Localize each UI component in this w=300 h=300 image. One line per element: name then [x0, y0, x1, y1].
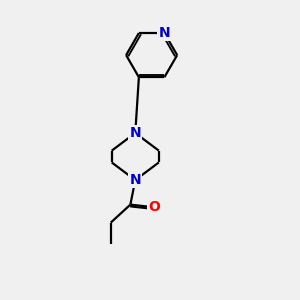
Text: O: O — [148, 200, 160, 214]
Text: N: N — [130, 173, 141, 187]
Text: N: N — [130, 126, 141, 140]
Text: N: N — [159, 26, 170, 40]
